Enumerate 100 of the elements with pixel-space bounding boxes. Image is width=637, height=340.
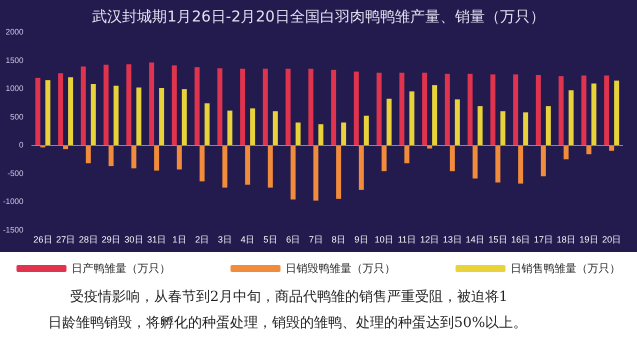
- x-tick-label: 2日: [195, 234, 210, 244]
- bar: [126, 64, 132, 146]
- x-tick-label: 18日: [556, 234, 576, 244]
- x-tick-label: 8日: [332, 234, 346, 244]
- y-tick-label: 2000: [6, 28, 24, 36]
- bar: [432, 85, 438, 146]
- bar: [104, 64, 109, 146]
- bar: [290, 145, 296, 200]
- bar: [331, 70, 336, 146]
- bar: [176, 145, 182, 170]
- y-tick-label: 1000: [6, 84, 24, 94]
- bar: [591, 83, 596, 146]
- bar: [478, 106, 483, 146]
- x-tick-label: 3日: [218, 234, 232, 244]
- bar: [172, 65, 177, 146]
- bar: [35, 78, 40, 146]
- bar: [500, 111, 506, 146]
- x-tick-label: 10日: [374, 234, 394, 244]
- bar: [581, 76, 586, 146]
- bar: [245, 145, 250, 185]
- bar: [454, 99, 460, 146]
- bar: [217, 68, 222, 146]
- bar: [558, 76, 564, 146]
- x-tick-label: 12日: [420, 234, 440, 244]
- bar: [604, 76, 610, 146]
- x-tick-label: 31日: [147, 234, 166, 244]
- y-tick-label: -1000: [2, 197, 24, 206]
- bar: [131, 145, 136, 168]
- legend-label: 日销售鸭雏量（万只）: [510, 262, 620, 275]
- y-tick-label: -1500: [2, 226, 24, 234]
- bar: [182, 89, 187, 146]
- bar: [45, 80, 50, 146]
- bar: [382, 145, 387, 172]
- bar: [136, 87, 142, 146]
- bar: [546, 106, 551, 146]
- text: 受疫情影响，从春节到2月中旬，商品代鸭雏的销售严重受阻，被迫将1: [69, 288, 509, 307]
- bar: [80, 66, 86, 146]
- bar: [523, 112, 528, 146]
- bar: [444, 74, 450, 146]
- y-tick-label: 500: [10, 112, 24, 122]
- bar: [536, 74, 541, 146]
- bar: [614, 80, 620, 146]
- x-tick-label: 15日: [488, 234, 508, 244]
- bar: [58, 73, 64, 146]
- bar: [404, 145, 410, 164]
- bar: [354, 72, 359, 146]
- bar: [204, 103, 210, 146]
- y-tick-label: 0: [19, 140, 24, 150]
- bar: [250, 108, 256, 146]
- bar: [450, 145, 455, 172]
- bar: [399, 72, 404, 146]
- x-tick-label: 17日: [534, 234, 553, 244]
- y-tick-label: -500: [7, 168, 24, 178]
- bar: [472, 145, 478, 179]
- bar: [568, 90, 574, 146]
- bar: [313, 145, 318, 201]
- x-tick-label: 1日: [172, 234, 186, 244]
- x-tick-label: 14日: [466, 234, 485, 244]
- bar: [296, 122, 301, 146]
- x-tick-label: 26日: [33, 234, 52, 244]
- bar: [513, 74, 518, 146]
- bar: [200, 145, 205, 182]
- bar: [86, 145, 91, 164]
- bar: [262, 68, 268, 146]
- bar: [358, 145, 364, 190]
- legend-label: 日销毁鸭雏量（万只）: [286, 262, 396, 275]
- legend-label: 日产鸭雏量（万只）: [72, 262, 170, 275]
- x-tick-label: 4日: [240, 234, 255, 244]
- x-tick-label: 30日: [124, 234, 144, 244]
- bar: [318, 124, 324, 146]
- bar: [149, 62, 154, 146]
- bar: [422, 72, 428, 146]
- bar: [518, 145, 524, 184]
- x-tick-label: 7日: [308, 234, 323, 244]
- x-tick-label: 16日: [511, 234, 530, 244]
- bar: [308, 68, 314, 146]
- y-tick-label: 1500: [6, 56, 24, 65]
- bar: [227, 110, 232, 146]
- x-tick-label: 5日: [263, 234, 278, 244]
- bar: [386, 98, 392, 146]
- bar: [336, 145, 342, 199]
- bar: [495, 145, 500, 182]
- chart-title: 武汉封城期1月26日-2月20日全国白羽肉鸭鸭雏产量、销量（万只）: [92, 8, 545, 26]
- bar: [108, 145, 114, 166]
- bar: [540, 145, 546, 176]
- bar: [364, 116, 369, 146]
- x-tick-label: 27日: [56, 234, 76, 244]
- x-tick-label: 29日: [102, 234, 121, 244]
- bar: [159, 88, 164, 146]
- bar: [114, 86, 119, 146]
- x-tick-label: 13日: [442, 234, 462, 244]
- bar: [286, 68, 291, 146]
- bar: [68, 77, 74, 146]
- bar: [154, 145, 160, 171]
- bar: [490, 74, 496, 146]
- bar: [341, 122, 346, 146]
- bar: [268, 145, 273, 188]
- x-tick-label: 9日: [354, 234, 368, 244]
- bar: [376, 72, 382, 146]
- bar: [272, 111, 278, 146]
